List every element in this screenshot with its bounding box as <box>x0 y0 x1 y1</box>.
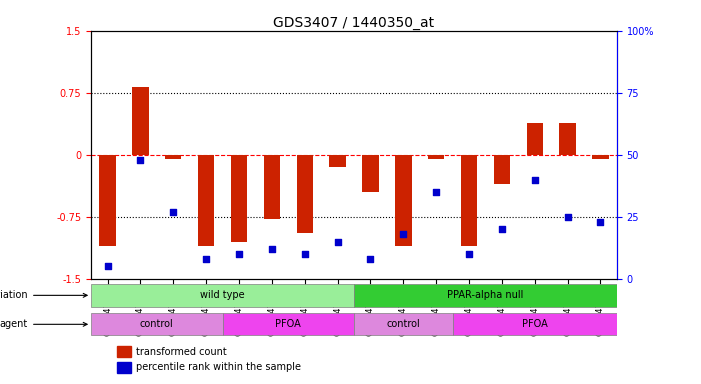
Title: GDS3407 / 1440350_at: GDS3407 / 1440350_at <box>273 16 435 30</box>
Bar <box>526 123 543 155</box>
Point <box>168 209 179 215</box>
Bar <box>165 155 182 159</box>
Bar <box>395 155 411 246</box>
FancyBboxPatch shape <box>91 313 223 336</box>
Bar <box>559 123 576 155</box>
Text: PPAR-alpha null: PPAR-alpha null <box>447 290 524 300</box>
Bar <box>198 155 215 246</box>
Text: transformed count: transformed count <box>136 346 226 356</box>
FancyBboxPatch shape <box>354 313 453 336</box>
Point <box>496 226 508 232</box>
FancyBboxPatch shape <box>453 313 617 336</box>
Text: agent: agent <box>0 319 87 329</box>
Bar <box>329 155 346 167</box>
Point <box>200 256 212 262</box>
Point <box>266 246 278 252</box>
Bar <box>264 155 280 219</box>
Point <box>595 218 606 225</box>
Text: control: control <box>140 319 174 329</box>
Point <box>529 177 540 183</box>
Bar <box>494 155 510 184</box>
FancyBboxPatch shape <box>223 313 354 336</box>
Bar <box>132 87 149 155</box>
Point <box>430 189 442 195</box>
Bar <box>428 155 444 159</box>
Bar <box>592 155 608 159</box>
Bar <box>461 155 477 246</box>
FancyBboxPatch shape <box>354 284 617 306</box>
Point <box>299 251 311 257</box>
Point <box>135 157 146 163</box>
Bar <box>231 155 247 242</box>
Point <box>233 251 245 257</box>
Point <box>463 251 475 257</box>
Text: PFOA: PFOA <box>522 319 547 329</box>
Bar <box>297 155 313 233</box>
Point <box>397 231 409 237</box>
Point <box>102 263 113 270</box>
FancyBboxPatch shape <box>91 284 354 306</box>
Bar <box>362 155 379 192</box>
Point <box>332 238 343 245</box>
Text: PFOA: PFOA <box>275 319 301 329</box>
Bar <box>118 346 130 357</box>
Text: percentile rank within the sample: percentile rank within the sample <box>136 362 301 372</box>
Text: control: control <box>386 319 420 329</box>
Text: genotype/variation: genotype/variation <box>0 290 87 300</box>
Bar <box>100 155 116 246</box>
Text: wild type: wild type <box>200 290 245 300</box>
Point <box>365 256 376 262</box>
Point <box>562 214 573 220</box>
Bar <box>118 362 130 373</box>
